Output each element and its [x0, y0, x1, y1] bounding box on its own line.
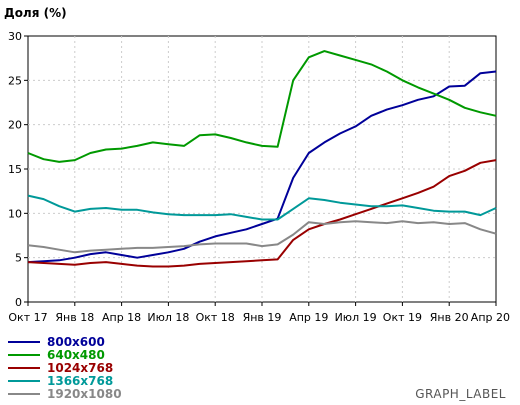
series-line-640x480 — [27, 50, 497, 163]
y-tick-label: 25 — [8, 74, 22, 87]
x-tick-label: Янв 20 — [430, 311, 469, 324]
x-tick-label: Окт 18 — [196, 311, 235, 324]
series-line-1920x1080 — [27, 220, 497, 254]
y-tick-label: 5 — [15, 252, 22, 265]
legend-label: 1920x1080 — [47, 387, 122, 401]
x-axis: Окт 17 Янв 18 Апр 18 Июл 18 Окт 18 Янв 19 Апр … — [8, 302, 510, 324]
legend-label: 800x600 — [47, 335, 105, 349]
x-tick-label: Янв 19 — [243, 311, 282, 324]
y-tick-label: 10 — [8, 207, 22, 220]
x-tick-label: Апр 19 — [289, 311, 328, 324]
x-tick-label: Июл 18 — [147, 311, 189, 324]
x-tick-label: Окт 17 — [8, 311, 47, 324]
series-lines — [27, 50, 497, 268]
footer-label: GRAPH_LABEL — [415, 387, 506, 401]
y-tick-label: 0 — [15, 296, 22, 309]
y-tick-label: 15 — [8, 163, 22, 176]
y-axis: 0 5 10 15 20 25 30 — [8, 30, 28, 309]
legend-label: 1366x768 — [47, 374, 113, 388]
series-line-800x600 — [27, 70, 497, 264]
series-line-1024x768 — [27, 159, 497, 268]
y-axis-label: Доля (%) — [4, 6, 67, 20]
series-line-1366x768 — [27, 194, 497, 221]
x-tick-label: Янв 18 — [55, 311, 94, 324]
x-tick-label: Июл 19 — [335, 311, 377, 324]
x-tick-label: Апр 20 — [471, 311, 510, 324]
x-tick-label: Окт 19 — [383, 311, 422, 324]
legend-label: 1024x768 — [47, 361, 113, 375]
x-tick-label: Апр 18 — [102, 311, 141, 324]
y-tick-label: 30 — [8, 30, 22, 43]
y-tick-label: 20 — [8, 119, 22, 132]
legend-label: 640x480 — [47, 348, 105, 362]
